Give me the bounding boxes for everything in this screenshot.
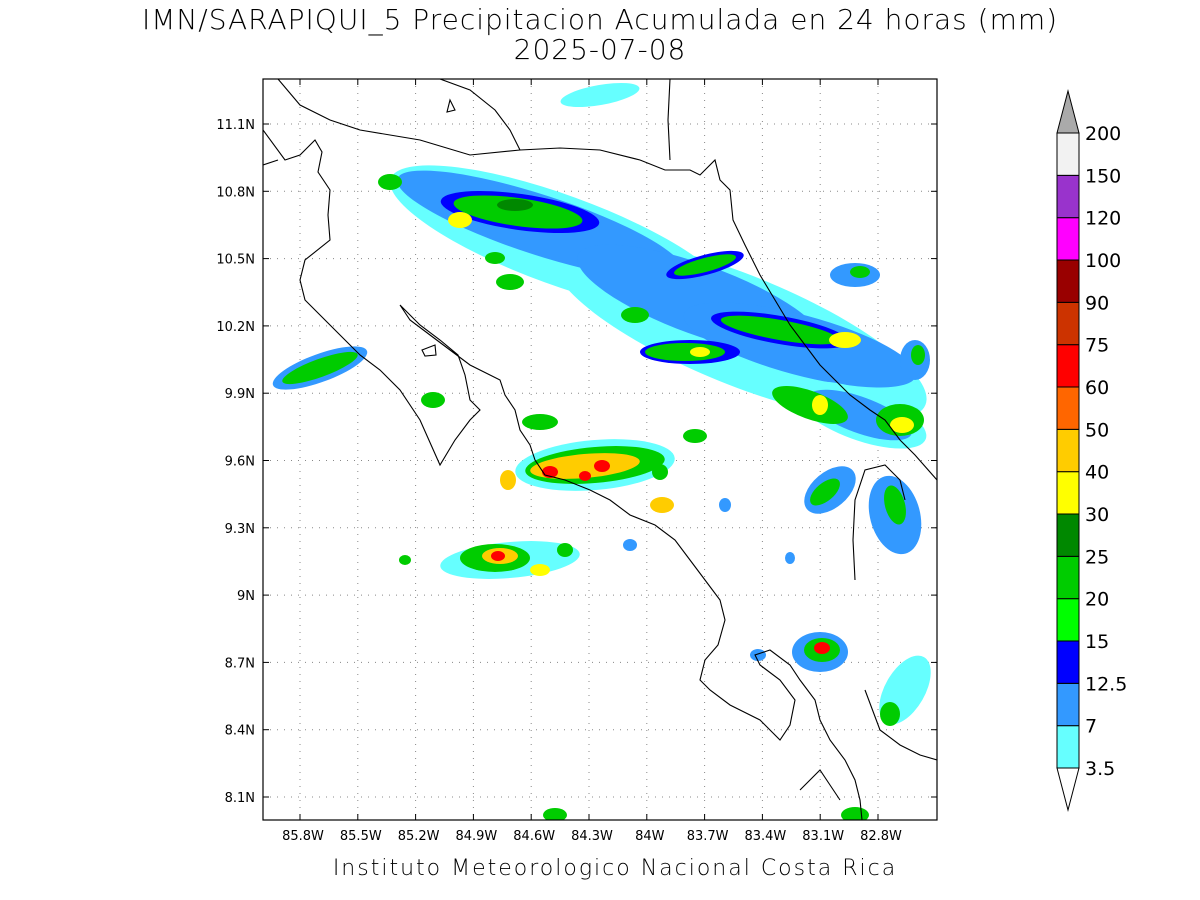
y-tick-label: 8.7N [225,656,255,671]
x-tick-label: 85.2W [398,829,440,844]
colorbar-under-arrow [1056,767,1080,812]
colorbar-swatch [1056,301,1080,346]
rain-cell-northwest [272,346,445,408]
y-tick-label: 8.4N [225,724,255,739]
colorbar-swatch [1056,217,1080,261]
y-tick-label: 10.8N [216,185,255,200]
x-tick-label: 84.6W [513,829,555,844]
colorbar-label: 15 [1085,631,1109,653]
colorbar-over-arrow [1056,89,1080,134]
rain-band-south [399,541,580,579]
colorbar-label: 12.5 [1085,673,1127,695]
colorbar-label: 120 [1085,208,1121,230]
rain-band-north [378,82,927,421]
x-tick-label: 83.7W [687,829,729,844]
colorbar-label: 20 [1085,589,1109,611]
y-tick-label: 9.9N [225,387,255,402]
colorbar-label: 150 [1085,165,1121,187]
colorbar-swatch [1056,682,1080,727]
colorbar: 3.5 7 12.5 15 20 25 30 40 50 60 75 90 100 120 150 200 [1056,89,1127,812]
x-tick-label: 83.1W [802,829,844,844]
x-tick-label: 83.4W [744,829,786,844]
colorbar-swatch [1056,513,1080,557]
colorbar-swatch [1056,344,1080,388]
colorbar-label: 40 [1085,462,1109,484]
x-tick-label: 82.8W [860,829,902,844]
credit-label: Instituto Meteorologico Nacional Costa R… [332,856,898,881]
colorbar-label: 90 [1085,292,1109,314]
y-tick-label: 10.2N [216,320,255,335]
y-tick-label: 8.1N [225,791,255,806]
precipitation-field [272,82,931,820]
y-tick-label: 11.1N [216,118,255,133]
x-tick-label: 85.8W [282,829,324,844]
colorbar-label: 75 [1085,335,1109,357]
colorbar-swatch [1056,132,1080,176]
y-tick-label: 9N [237,589,255,604]
y-tick-label: 10.5N [216,253,255,268]
x-tick-label: 85.5W [340,829,382,844]
colorbar-swatch [1056,555,1080,600]
colorbar-label: 7 [1085,716,1097,738]
colorbar-swatch [1056,598,1080,642]
map-date: 2025-07-08 [513,33,687,66]
axis-ticks: 11.1N 10.8N 10.5N 10.2N 9.9N 9.6N 9.3N 9N 8.7N 8.… [216,79,937,844]
colorbar-label: 60 [1085,377,1109,399]
y-tick-label: 9.6N [225,455,255,470]
colorbar-label: 50 [1085,419,1109,441]
map-frame [262,78,938,821]
colorbar-swatch [1056,725,1080,769]
colorbar-swatch [1056,471,1080,515]
colorbar-label: 3.5 [1085,758,1115,780]
x-tick-label: 84W [635,829,665,844]
colorbar-swatch [1056,428,1080,473]
colorbar-label: 100 [1085,250,1121,272]
x-tick-label: 84.3W [571,829,613,844]
colorbar-label: 30 [1085,504,1109,526]
rain-band-east [543,340,931,820]
colorbar-swatch [1056,259,1080,303]
x-tick-label: 84.9W [455,829,497,844]
colorbar-swatch [1056,386,1080,430]
map-title: IMN/SARAPIQUI_5 Precipitacion Acumulada … [141,3,1059,36]
colorbar-label: 200 [1085,123,1121,145]
colorbar-swatch [1056,174,1080,219]
colorbar-label: 25 [1085,546,1109,568]
coastline [263,79,937,820]
y-tick-label: 9.3N [225,522,255,537]
colorbar-swatch [1056,640,1080,684]
rain-band-central [500,414,707,513]
